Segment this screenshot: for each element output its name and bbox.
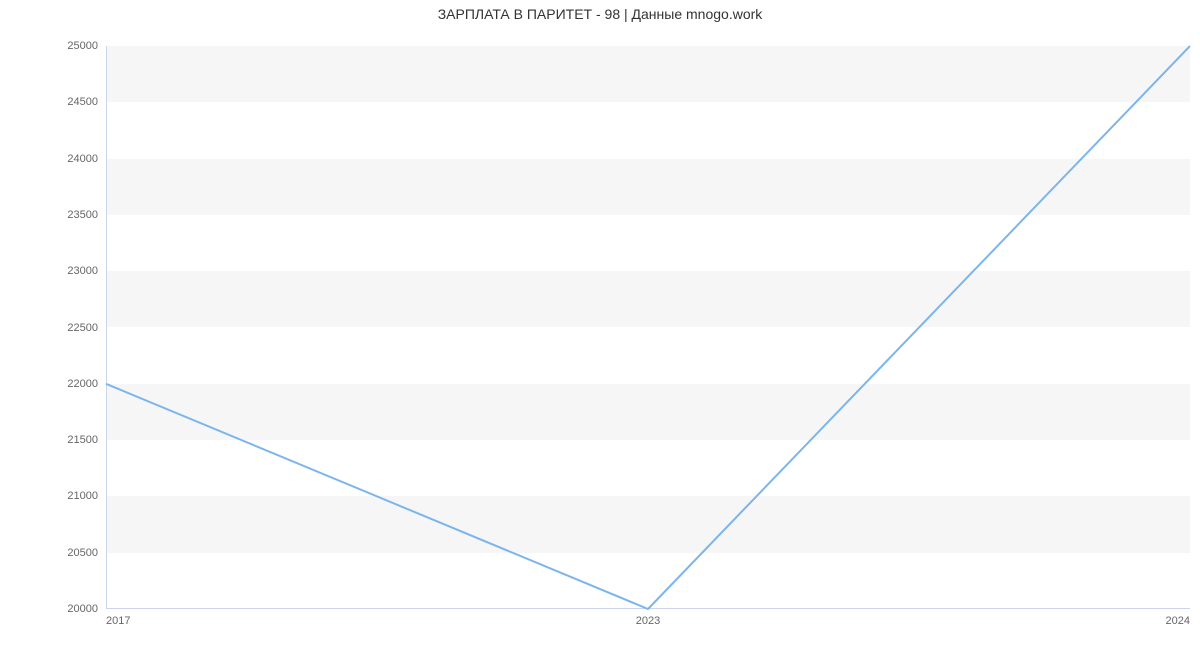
y-tick-label: 25000 (67, 40, 98, 52)
plot-area (106, 46, 1190, 609)
y-tick-label: 23000 (67, 265, 98, 277)
y-tick-label: 22000 (67, 378, 98, 390)
series-line (106, 46, 1190, 609)
y-tick-label: 21500 (67, 434, 98, 446)
y-tick-label: 22500 (67, 322, 98, 334)
y-tick-label: 21000 (67, 490, 98, 502)
x-tick-label: 2024 (1166, 615, 1190, 627)
y-tick-label: 20000 (67, 603, 98, 615)
salary-chart: ЗАРПЛАТА В ПАРИТЕТ - 98 | Данные mnogo.w… (0, 0, 1200, 650)
y-tick-label: 20500 (67, 547, 98, 559)
x-tick-label: 2023 (636, 615, 660, 627)
y-tick-label: 23500 (67, 209, 98, 221)
chart-title: ЗАРПЛАТА В ПАРИТЕТ - 98 | Данные mnogo.w… (0, 6, 1200, 22)
x-tick-label: 2017 (106, 615, 130, 627)
y-tick-label: 24500 (67, 96, 98, 108)
y-tick-label: 24000 (67, 153, 98, 165)
